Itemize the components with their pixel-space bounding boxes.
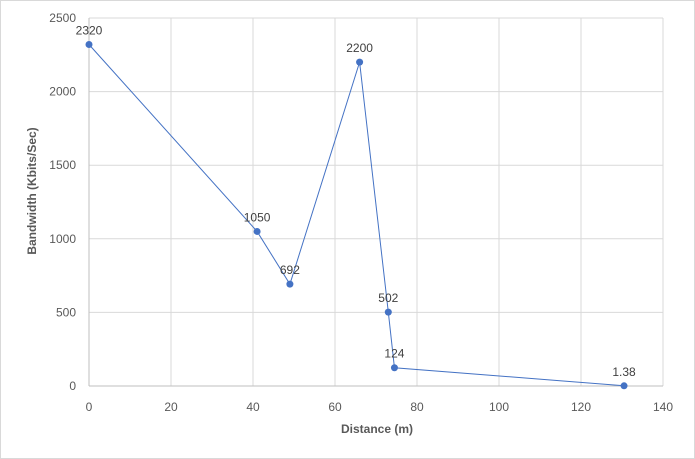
data-label-2: 692 (280, 263, 300, 277)
data-point-4 (384, 308, 392, 316)
x-axis-title: Distance (m) (341, 422, 413, 436)
x-tick-label-5: 100 (489, 400, 509, 414)
data-point-3 (356, 58, 364, 66)
axes (88, 18, 663, 387)
data-label-0: 2320 (76, 23, 103, 37)
y-tick-label-1: 500 (56, 305, 76, 319)
data-label-5: 124 (384, 347, 404, 361)
x-tick-label-4: 80 (410, 400, 424, 414)
data-point-6 (620, 382, 628, 390)
y-tick-labels: 0 500 1000 1500 2000 2500 (49, 11, 76, 393)
x-tick-label-1: 20 (164, 400, 178, 414)
x-tick-label-0: 0 (86, 400, 93, 414)
grid (89, 17, 664, 386)
y-tick-label-3: 1500 (49, 158, 76, 172)
y-tick-label-4: 2000 (49, 85, 76, 99)
data-label-1: 1050 (244, 210, 271, 224)
y-tick-label-5: 2500 (49, 11, 76, 25)
data-label-6: 1.38 (612, 365, 636, 379)
x-tick-label-3: 60 (328, 400, 342, 414)
y-tick-label-2: 1000 (49, 232, 76, 246)
data-point-2 (286, 280, 294, 288)
data-point-5 (390, 364, 398, 372)
y-tick-label-0: 0 (69, 379, 76, 393)
data-point-0 (85, 40, 93, 48)
data-label-4: 502 (378, 291, 398, 305)
x-tick-label-6: 120 (571, 400, 591, 414)
data-label-3: 2200 (346, 41, 373, 55)
x-tick-labels: 0 20 40 60 80 100 120 140 (86, 400, 674, 414)
x-tick-label-7: 140 (653, 400, 673, 414)
x-tick-label-2: 40 (246, 400, 260, 414)
series-line-0 (88, 44, 625, 387)
data-point-1 (253, 227, 261, 235)
y-axis-title: Bandwidth (Kbits/Sec) (25, 127, 39, 254)
data-labels: 2320 1050 692 2200 502 124 1.38 (76, 23, 636, 378)
series (85, 40, 628, 390)
